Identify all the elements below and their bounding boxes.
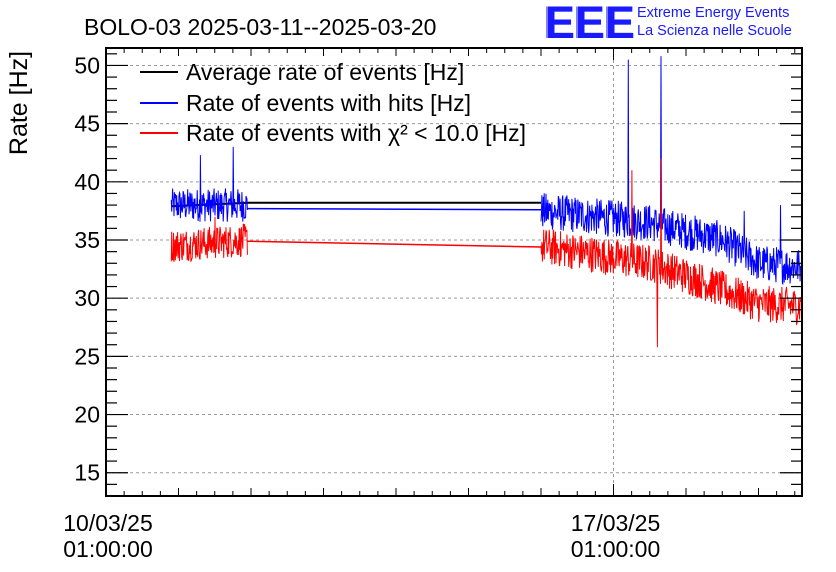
y-tick-label: 20 xyxy=(74,402,100,428)
series-bridge xyxy=(247,240,542,248)
series-noise-segment xyxy=(170,216,248,263)
legend-label: Rate of events with χ² < 10.0 [Hz] xyxy=(186,120,526,146)
series-noise-segment xyxy=(170,146,248,222)
plot-frame xyxy=(105,47,803,497)
x-tick-label-date: 10/03/25 xyxy=(63,510,153,536)
logo-line-2: La Scienza nelle Scuole xyxy=(637,23,792,39)
y-tick-label: 50 xyxy=(74,52,100,78)
y-axis-label: Rate [Hz] xyxy=(5,51,33,155)
y-tick-label: 40 xyxy=(74,169,100,195)
legend: Average rate of events [Hz] Rate of event… xyxy=(140,59,526,146)
series-1 xyxy=(170,56,802,285)
axis-ticks xyxy=(105,48,802,497)
legend-label: Average rate of events [Hz] xyxy=(186,59,464,85)
logo-mark: EEE xyxy=(545,2,635,42)
logo-mark-shadow: EEE xyxy=(543,2,633,42)
series-2 xyxy=(170,158,802,348)
x-tick-label-date: 17/03/25 xyxy=(571,510,661,536)
eee-logo: EEE EEE xyxy=(543,0,635,48)
plot-area xyxy=(170,56,802,348)
x-tick-label-time: 01:00:00 xyxy=(63,536,153,562)
chart-title: BOLO-03 2025-03-11--2025-03-20 xyxy=(84,14,436,40)
x-tick-label-time: 01:00:00 xyxy=(571,536,661,562)
logo-caption: Extreme Energy Events La Scienza nelle S… xyxy=(637,4,792,40)
series-bridge xyxy=(247,207,542,211)
series-noise-segment xyxy=(540,158,802,348)
y-tick-labels: 15 20 25 30 35 40 45 50 xyxy=(74,52,100,485)
legend-label: Rate of events with hits [Hz] xyxy=(186,90,471,116)
y-tick-label: 30 xyxy=(74,285,100,311)
y-tick-label: 45 xyxy=(74,111,100,137)
y-tick-label: 15 xyxy=(74,460,100,486)
y-tick-label: 35 xyxy=(74,227,100,253)
series-noise-segment xyxy=(540,56,802,285)
y-tick-label: 25 xyxy=(74,343,100,369)
logo-line-1: Extreme Energy Events xyxy=(637,5,790,21)
